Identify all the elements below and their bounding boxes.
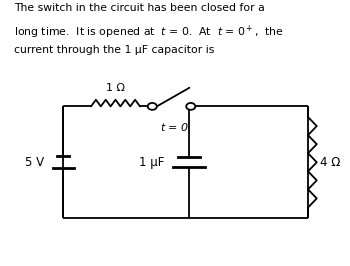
Text: 4 Ω: 4 Ω bbox=[320, 156, 341, 169]
Text: 1 μF: 1 μF bbox=[139, 156, 164, 169]
Circle shape bbox=[186, 103, 195, 110]
Text: long time.  It is opened at  $t$ = 0.  At  $t$ = 0$^+$,  the: long time. It is opened at $t$ = 0. At $… bbox=[14, 24, 284, 41]
Text: $t$ = 0: $t$ = 0 bbox=[160, 121, 190, 133]
Text: 1 Ω: 1 Ω bbox=[106, 83, 125, 93]
Text: current through the 1 μF capacitor is: current through the 1 μF capacitor is bbox=[14, 45, 214, 55]
Text: 5 V: 5 V bbox=[25, 156, 44, 169]
Circle shape bbox=[148, 103, 157, 110]
Text: The switch in the circuit has been closed for a: The switch in the circuit has been close… bbox=[14, 3, 265, 13]
